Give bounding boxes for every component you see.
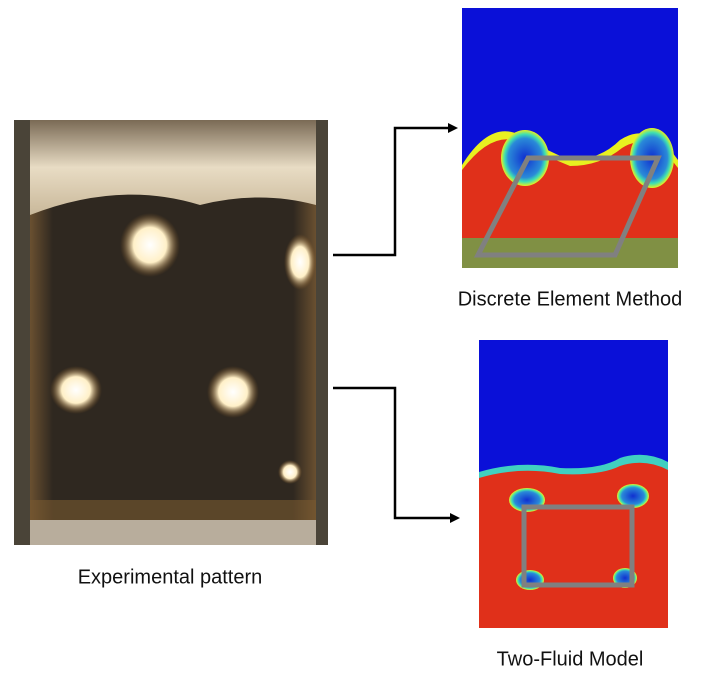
arrow-head bbox=[450, 513, 460, 523]
figure: Experimental pattern Discrete Element Me… bbox=[0, 0, 719, 675]
experimental-image bbox=[14, 120, 328, 545]
page: {"panels": { "experimental": {"label": "… bbox=[0, 0, 719, 675]
dem-image bbox=[462, 8, 678, 268]
experimental-label: Experimental pattern bbox=[78, 566, 263, 588]
arrow-head bbox=[448, 123, 458, 133]
tfm-label: Two-Fluid Model bbox=[497, 648, 644, 670]
tfm-image bbox=[479, 340, 668, 628]
dem-label: Discrete Element Method bbox=[458, 288, 683, 310]
arrows bbox=[333, 128, 452, 518]
